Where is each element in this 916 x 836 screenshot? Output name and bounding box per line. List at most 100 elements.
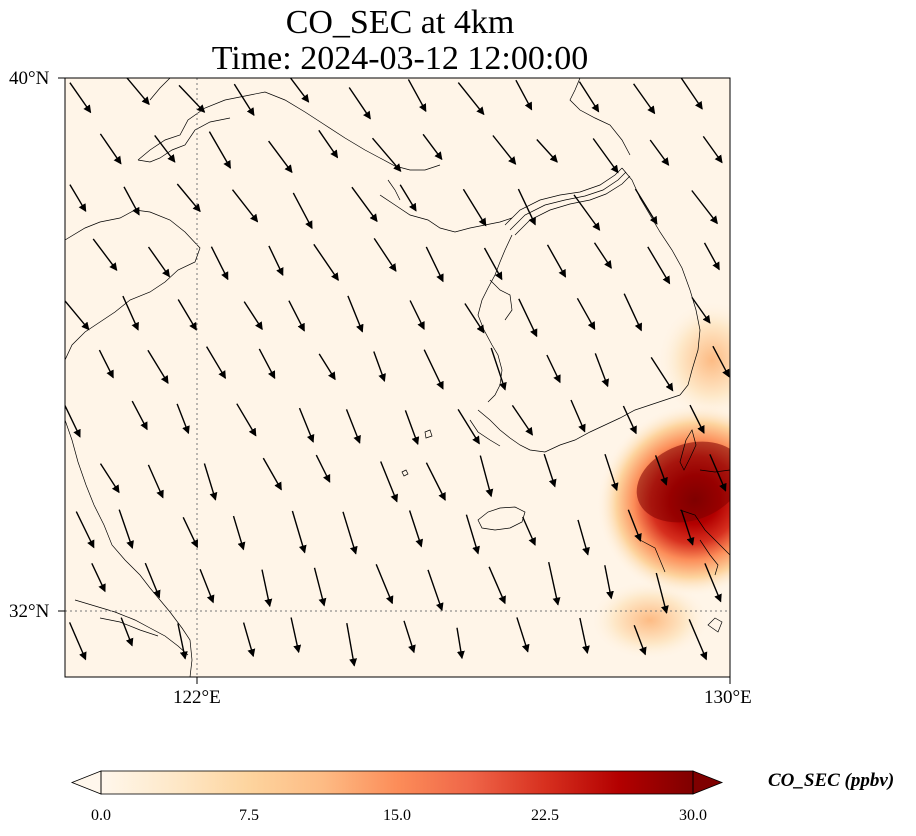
- wind-vector: [147, 246, 170, 278]
- colorbar-tick-0: 0.0: [91, 807, 111, 824]
- wind-vector: [488, 566, 506, 605]
- wind-vector: [490, 347, 507, 391]
- wind-vector: [407, 79, 427, 113]
- wind-vector: [536, 139, 558, 163]
- wind-vector: [120, 617, 134, 647]
- wind-vector: [456, 627, 465, 660]
- wind-vector: [403, 620, 416, 654]
- wind-vector: [69, 184, 87, 213]
- wind-vector: [236, 403, 257, 437]
- wind-vector: [177, 623, 188, 660]
- map-frame: [64, 77, 731, 678]
- wind-vector: [176, 183, 201, 213]
- wind-vector: [592, 138, 619, 174]
- wind-vector: [144, 562, 161, 599]
- wind-vector: [69, 82, 92, 114]
- wind-vector: [313, 567, 327, 607]
- wind-vector: [627, 509, 642, 542]
- wind-vector: [579, 617, 590, 654]
- wind-vector: [515, 79, 533, 111]
- colorbar-extend-low: [70, 770, 102, 795]
- lon-tick-130e: 130°E: [704, 687, 752, 708]
- lat-tick-40n: 40°N: [9, 68, 50, 89]
- wind-vector: [604, 565, 614, 600]
- wind-vector: [298, 407, 315, 443]
- wind-vectors: [65, 78, 730, 667]
- colorbar-tick-3: 22.5: [531, 807, 559, 824]
- wind-vector: [373, 351, 386, 382]
- wind-vector: [199, 568, 215, 604]
- wind-vector: [404, 410, 420, 446]
- wind-vector: [479, 455, 494, 498]
- wind-vector: [546, 244, 567, 278]
- wind-vector: [623, 293, 642, 332]
- wind-vector: [427, 569, 444, 612]
- wind-vector: [176, 403, 190, 435]
- wind-vector: [464, 303, 485, 334]
- wind-vector: [315, 454, 331, 483]
- wind-vector: [178, 84, 206, 113]
- wind-vector: [709, 454, 727, 492]
- wind-vector: [258, 348, 276, 380]
- wind-vector: [622, 405, 637, 435]
- wind-vector: [210, 246, 229, 281]
- wind-vector: [373, 238, 397, 272]
- wind-vector: [347, 295, 364, 333]
- wind-vector: [208, 131, 232, 169]
- wind-vector: [375, 564, 394, 605]
- wind-vector: [291, 510, 307, 554]
- wind-vector: [242, 622, 256, 658]
- wind-vector: [691, 190, 718, 225]
- wind-vector: [702, 135, 723, 164]
- wind-vector: [522, 516, 536, 546]
- wind-vector: [517, 188, 536, 226]
- wind-vector: [688, 619, 708, 661]
- gridlines: [65, 78, 730, 677]
- wind-vector: [457, 409, 480, 445]
- wind-vector: [577, 519, 590, 556]
- wind-vector: [289, 78, 310, 103]
- wind-vector: [262, 457, 282, 491]
- wind-vector: [126, 78, 150, 106]
- wind-vector: [123, 186, 140, 216]
- subtitle: Time: 2024-03-12 12:00:00: [211, 40, 589, 77]
- wind-vector: [154, 134, 176, 163]
- wind-vector: [147, 464, 164, 499]
- wind-vector: [342, 511, 358, 555]
- wind-vector: [633, 624, 647, 656]
- wind-vector: [578, 81, 600, 113]
- wind-vector: [548, 561, 561, 606]
- colorbar-body: [101, 771, 693, 794]
- wind-vector: [546, 354, 561, 384]
- wind-vector: [689, 404, 705, 434]
- wind-vector: [576, 297, 596, 331]
- lon-tick-122e: 122°E: [173, 687, 221, 708]
- wind-vector: [703, 242, 720, 271]
- colorbar-tick-1: 7.5: [239, 807, 259, 824]
- co-plume: [590, 300, 730, 660]
- wind-vector: [570, 399, 586, 433]
- colorbar-tick-4: 30.0: [679, 807, 707, 824]
- wind-vector: [205, 346, 227, 380]
- colorbar-extend-high: [692, 770, 724, 795]
- wind-vector: [518, 298, 538, 338]
- wind-vector: [650, 357, 674, 392]
- wind-vector: [649, 139, 670, 166]
- wind-vector: [233, 83, 255, 117]
- wind-vector: [492, 135, 517, 165]
- wind-vector: [457, 82, 485, 116]
- wind-vector: [177, 299, 197, 331]
- wind-vector: [655, 572, 669, 614]
- wind-vector: [288, 300, 305, 332]
- wind-vector: [346, 622, 358, 667]
- wind-vector: [345, 409, 361, 444]
- wind-vector: [712, 345, 730, 378]
- wind-vector: [231, 189, 259, 223]
- wind-vector: [203, 463, 218, 501]
- wind-vector: [290, 617, 302, 654]
- wind-vector: [680, 78, 703, 110]
- wind-vector: [147, 349, 169, 384]
- wind-vector: [691, 296, 711, 324]
- wind-vector: [573, 194, 601, 231]
